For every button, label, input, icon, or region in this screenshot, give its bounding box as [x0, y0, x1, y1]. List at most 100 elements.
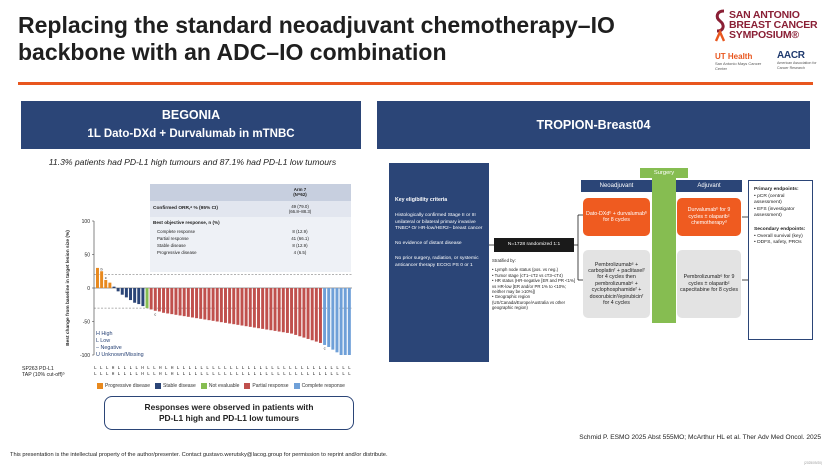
- tropion-banner: TROPION-Breast04: [377, 101, 810, 149]
- tap-code-row: L L L H L L L L H L L H L H L L L L L L …: [94, 372, 352, 377]
- waterfall-bar: [96, 267, 99, 288]
- orr-best-response: Best objective response, n (%) Complete …: [150, 217, 351, 272]
- orr-confirmed-value: 49 (79.0) (66.8–88.3): [252, 204, 348, 215]
- waterfall-bar: [343, 288, 347, 355]
- sabcs-line-2: BREAST CANCER: [729, 19, 818, 31]
- aacr-logo-main: AACR: [777, 50, 805, 61]
- waterfall-bar: [248, 288, 252, 327]
- waterfall-bar: [195, 288, 199, 319]
- citation: Schmid P. ESMO 2025 Abst 555MO; McArthur…: [579, 434, 821, 441]
- sabcs-logo: SAN ANTONIO BREAST CANCER SYMPOSIUM® UT …: [713, 8, 823, 78]
- slide-title: Replacing the standard neoadjuvant chemo…: [18, 12, 708, 66]
- pdl1-codes: L L L H L L L L H L L H L H L L L L L L …: [94, 366, 352, 382]
- arm-pembro-adjuvant: Pembrolizumabᵉ for 9 cycles ± olaparibᶜ …: [677, 250, 741, 318]
- orr-ci: (66.8–88.3): [288, 209, 312, 215]
- orr-table-header: Arm 7 (N=62): [150, 184, 351, 201]
- begonia-caption: 11.3% patients had PD-L1 high tumours an…: [48, 157, 337, 167]
- waterfall-bar: [331, 288, 335, 350]
- orr-row-value: 8 (12.9): [292, 243, 308, 248]
- waterfall-bar: [178, 288, 182, 316]
- waterfall-bar: [273, 288, 277, 331]
- sabcs-mark-icon: [714, 9, 726, 42]
- waterfall-bar: [265, 288, 269, 330]
- legend-label: Not evaluable: [208, 382, 240, 389]
- waterfall-bar: [112, 286, 116, 288]
- responses-note-line-2: PD-L1 high and PD-L1 low tumours: [158, 413, 300, 423]
- pdl1-row-label: SP263 PD-L1: [22, 366, 54, 372]
- orr-row-value: 4 (6.5): [293, 250, 307, 255]
- eligibility-box: Key eligibility criteria Histologically …: [389, 163, 489, 362]
- pdl1-row-labels: SP263 PD-L1 TAP (10% cut-off)ᵇ: [22, 366, 74, 379]
- waterfall-bar: [116, 288, 120, 292]
- waterfall-bar: [137, 288, 141, 305]
- waterfall-bar: [149, 288, 153, 310]
- title-line-1: Replacing the standard neoadjuvant chemo…: [18, 12, 615, 38]
- eligibility-item: Histologically confirmed Stage II or III…: [395, 213, 483, 231]
- waterfall-bar: [203, 288, 207, 320]
- adjuvant-header: Adjuvant: [676, 180, 742, 192]
- legend-item-partial: Partial response: [244, 382, 289, 389]
- orr-arm-n: (N=62): [293, 192, 307, 198]
- orr-row-label: Partial response: [157, 236, 189, 241]
- stratified-item: • Lymph node status (pos. vs neg.): [492, 267, 559, 273]
- primary-endpoints-title: Primary endpoints:: [754, 187, 799, 192]
- orr-row-label: Stable disease: [157, 243, 186, 248]
- legend-label: Partial response: [252, 382, 289, 389]
- secondary-endpoint: • Overall survival (key): [754, 233, 803, 239]
- y-tick-label: -100: [80, 353, 90, 359]
- waterfall-bar: [236, 288, 240, 325]
- stratification: Stratified by: • Lymph node status (pos.…: [492, 258, 577, 311]
- tap-row-label: TAP (10% cut-off)ᵇ: [22, 372, 65, 379]
- legend-item-progressive: Progressive disease: [97, 382, 151, 389]
- waterfall-bar: [224, 288, 227, 323]
- orr-row-value: 8 (12.9): [292, 229, 308, 234]
- waterfall-bar: [166, 288, 170, 314]
- ut-health-logo: UT Health San Antonio Mays Cancer Center: [715, 52, 767, 71]
- bar-annotation: c: [154, 311, 156, 316]
- waterfall-bar: [129, 288, 133, 301]
- stratified-title: Stratified by:: [492, 258, 516, 263]
- waterfall-bar: [162, 288, 166, 313]
- spacer: [754, 220, 807, 227]
- waterfall-svg: 100 50 0 -50 -100 Best change from baseline i…: [65, 219, 352, 359]
- waterfall-bar: [157, 288, 161, 312]
- begonia-subtitle: 1L Dato-DXd + Durvalumab in mTNBC: [87, 128, 295, 140]
- waterfall-bar: [302, 288, 306, 338]
- legend-swatch: [293, 382, 300, 389]
- waterfall-bar: [310, 288, 314, 341]
- waterfall-bar: [186, 288, 190, 317]
- legend-label: Stable disease: [163, 382, 196, 389]
- title-underline: [18, 82, 813, 85]
- waterfall-bar: [335, 288, 339, 353]
- pdl1-key: H High L Low – Negative U Unknown/Missin…: [96, 331, 144, 359]
- legend-item-not-evaluable: Not evaluable: [200, 382, 240, 389]
- responses-note: Responses were observed in patients with…: [104, 396, 354, 430]
- waterfall-bar: [124, 288, 128, 298]
- waterfall-bar: [219, 288, 223, 323]
- waterfall-bar: [281, 288, 285, 333]
- waterfall-bar: [120, 288, 124, 295]
- orr-confirmed-row: Confirmed ORR,ᵃ % (95% CI) 49 (79.0) (66…: [150, 201, 351, 217]
- y-tick-label: 50: [84, 252, 90, 258]
- aacr-logo-sub: American Association for Cancer Research: [777, 61, 817, 70]
- surgery-label: Surgery: [640, 168, 688, 178]
- surgery-band: [652, 168, 676, 323]
- tropion-title: TROPION-Breast04: [536, 118, 651, 132]
- waterfall-bar: [207, 288, 211, 321]
- bar-annotation: b: [100, 266, 103, 271]
- legend-item-complete: Complete response: [293, 382, 345, 389]
- aacr-logo: AACR American Association for Cancer Res…: [777, 50, 821, 70]
- legend-label: Progressive disease: [105, 382, 151, 389]
- eligibility-item: No prior surgery, radiation, or systemic…: [395, 256, 479, 268]
- y-tick-label: -50: [83, 319, 90, 325]
- begonia-banner: BEGONIA 1L Dato-DXd + Durvalumab in mTNB…: [21, 101, 361, 149]
- endpoints-box: Primary endpoints: • pCR (central assess…: [748, 180, 813, 340]
- sabcs-line-1: SAN ANTONIO: [729, 9, 800, 21]
- orr-confirmed-label: Confirmed ORR,ᵃ % (95% CI): [153, 206, 218, 211]
- waterfall-bar: [100, 271, 104, 288]
- waterfall-bar: [104, 279, 108, 288]
- waterfall-bar: [228, 288, 232, 324]
- waterfall-bar: [327, 288, 331, 347]
- sabcs-logo-text: SAN ANTONIO BREAST CANCER SYMPOSIUM®: [729, 9, 818, 41]
